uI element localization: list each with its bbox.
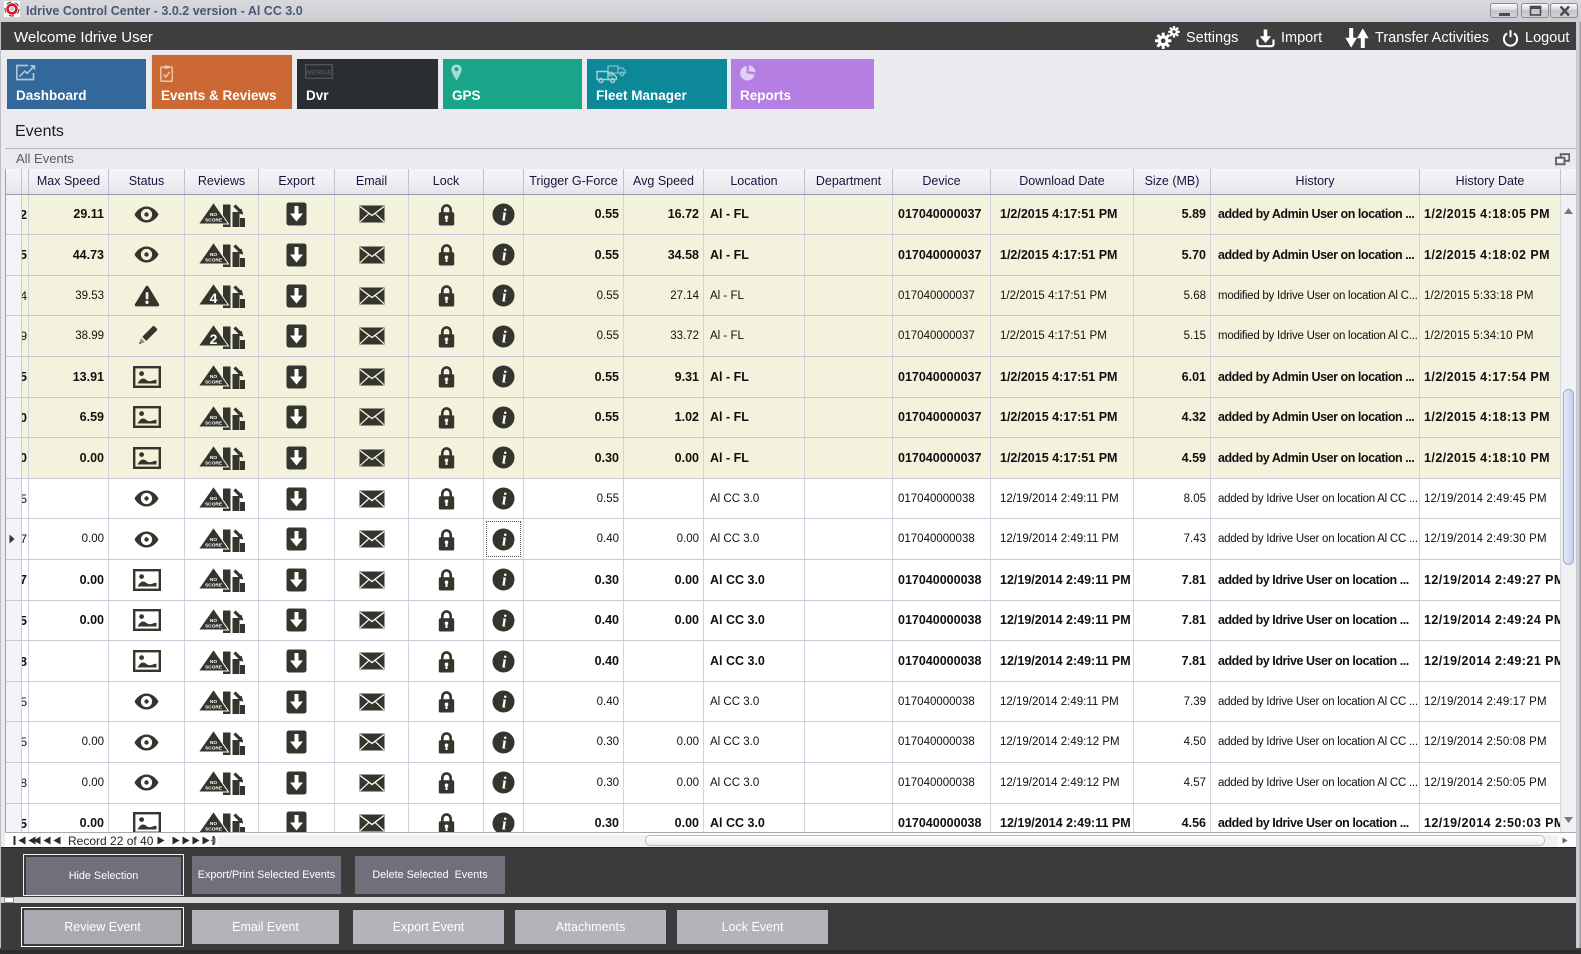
svg-text:NO: NO bbox=[210, 374, 217, 380]
svg-text:NO: NO bbox=[210, 537, 217, 543]
svg-text:i: i bbox=[502, 530, 507, 549]
svg-text:NO: NO bbox=[210, 252, 217, 258]
svg-text:i: i bbox=[502, 205, 507, 224]
svg-text:i: i bbox=[502, 449, 507, 468]
svg-text:NO: NO bbox=[210, 496, 217, 502]
svg-text:SCORE: SCORE bbox=[205, 258, 223, 264]
svg-text:MERGE: MERGE bbox=[306, 70, 332, 77]
svg-text:NO: NO bbox=[210, 740, 217, 746]
svg-text:i: i bbox=[502, 611, 507, 630]
svg-text:SCORE: SCORE bbox=[205, 705, 223, 711]
svg-text:NO: NO bbox=[210, 659, 217, 665]
svg-text:SCORE: SCORE bbox=[205, 542, 223, 548]
svg-text:i: i bbox=[502, 408, 507, 427]
svg-text:NO: NO bbox=[210, 212, 217, 218]
svg-text:NO: NO bbox=[210, 415, 217, 421]
svg-text:NO: NO bbox=[210, 821, 217, 827]
svg-text:i: i bbox=[502, 733, 507, 752]
svg-text:i: i bbox=[502, 652, 507, 671]
svg-text:i: i bbox=[502, 368, 507, 387]
svg-text:NO: NO bbox=[210, 455, 217, 461]
svg-text:i: i bbox=[502, 246, 507, 265]
svg-text:NO: NO bbox=[210, 699, 217, 705]
svg-text:NO: NO bbox=[210, 618, 217, 624]
svg-text:i: i bbox=[502, 571, 507, 590]
svg-text:i: i bbox=[502, 287, 507, 306]
svg-text:i: i bbox=[502, 693, 507, 712]
svg-text:i: i bbox=[502, 490, 507, 509]
svg-text:i: i bbox=[502, 815, 507, 832]
svg-text:SCORE: SCORE bbox=[205, 217, 223, 223]
svg-text:4: 4 bbox=[210, 290, 218, 306]
svg-text:SCORE: SCORE bbox=[205, 583, 223, 589]
svg-text:NO: NO bbox=[210, 577, 217, 583]
svg-text:SCORE: SCORE bbox=[205, 501, 223, 507]
svg-text:SCORE: SCORE bbox=[205, 380, 223, 386]
svg-text:SCORE: SCORE bbox=[205, 826, 223, 832]
svg-text:NO: NO bbox=[210, 780, 217, 786]
svg-text:SCORE: SCORE bbox=[205, 623, 223, 629]
svg-text:SCORE: SCORE bbox=[205, 664, 223, 670]
svg-text:i: i bbox=[502, 774, 507, 793]
svg-text:SCORE: SCORE bbox=[205, 461, 223, 467]
svg-text:i: i bbox=[502, 327, 507, 346]
svg-text:SCORE: SCORE bbox=[205, 786, 223, 792]
svg-text:SCORE: SCORE bbox=[205, 745, 223, 751]
svg-text:SCORE: SCORE bbox=[205, 420, 223, 426]
svg-text:2: 2 bbox=[210, 331, 218, 347]
